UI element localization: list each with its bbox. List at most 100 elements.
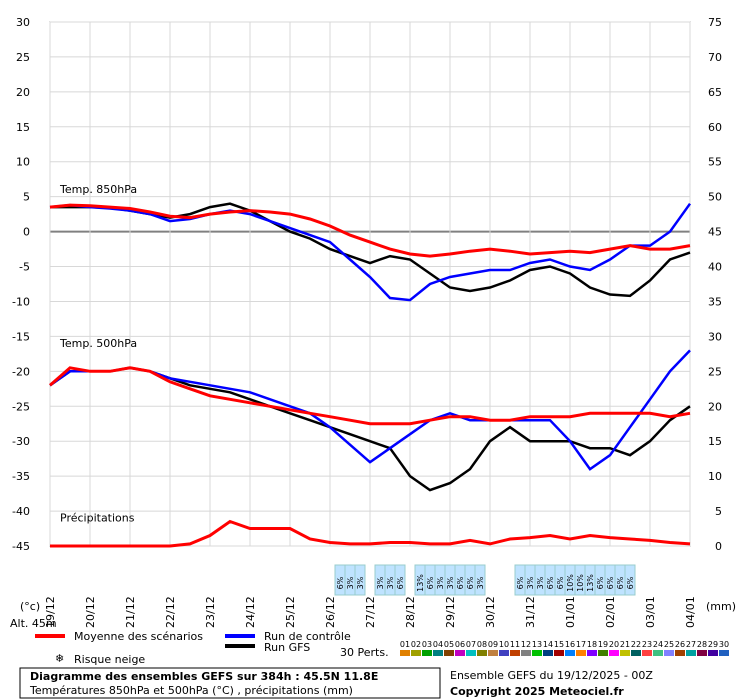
snow-icon: ❄	[55, 652, 64, 665]
y-tick-label: -35	[12, 470, 30, 483]
pert-name: 06	[455, 640, 465, 649]
y2-tick-label: 40	[708, 261, 722, 274]
pert-name: 08	[477, 640, 487, 649]
y2-tick-label: 5	[715, 505, 722, 518]
pert-name: 05	[444, 640, 454, 649]
pert-swatch	[587, 650, 597, 656]
y2-tick-label: 65	[708, 86, 722, 99]
y2-tick-label: 45	[708, 226, 722, 239]
pert-swatch	[631, 650, 641, 656]
snow-risk-label: 10%	[566, 574, 575, 592]
y-tick-label: -40	[12, 505, 30, 518]
pert-swatch	[642, 650, 652, 656]
snow-risk-label: 3%	[476, 576, 485, 589]
pert-name: 12	[521, 640, 531, 649]
legend-label: Moyenne des scénarios	[74, 630, 203, 643]
y-tick-label: 0	[23, 226, 30, 239]
snow-risk-label: 6%	[546, 576, 555, 589]
pert-name: 07	[466, 640, 476, 649]
y-tick-label: -15	[12, 330, 30, 343]
pert-swatch	[697, 650, 707, 656]
x-tick-label: 19/12	[44, 596, 57, 628]
pert-name: 28	[697, 640, 707, 649]
y2-tick-label: 70	[708, 51, 722, 64]
pert-swatch	[488, 650, 498, 656]
legend-label: Run GFS	[264, 641, 310, 654]
snow-risk-label: 6%	[606, 576, 615, 589]
x-tick-label: 22/12	[164, 596, 177, 628]
snow-risk-label: 13%	[586, 574, 595, 592]
snow-risk-label: 6%	[426, 576, 435, 589]
x-tick-label: 01/01	[564, 596, 577, 628]
pert-name: 21	[620, 640, 630, 649]
pert-swatch	[620, 650, 630, 656]
pert-swatch	[510, 650, 520, 656]
pert-name: 03	[422, 640, 432, 649]
snow-risk-label: 3%	[526, 576, 535, 589]
footer-subtitle: Températures 850hPa et 500hPa (°C) , pré…	[29, 684, 353, 697]
y2-tick-label: 50	[708, 191, 722, 204]
x-tick-label: 21/12	[124, 596, 137, 628]
pert-swatch	[499, 650, 509, 656]
y-tick-label: 15	[16, 121, 30, 134]
pert-swatch	[444, 650, 454, 656]
pert-swatch	[554, 650, 564, 656]
y-tick-label: 30	[16, 16, 30, 29]
snow-risk-label: 3%	[386, 576, 395, 589]
pert-name: 23	[642, 640, 652, 649]
copyright: Copyright 2025 Meteociel.fr	[450, 685, 624, 698]
annotation: Alt. 45m	[10, 617, 57, 630]
snow-risk-label: 3%	[446, 576, 455, 589]
pert-swatch	[576, 650, 586, 656]
snow-risk-label: 6%	[596, 576, 605, 589]
y2-axis-label: (mm)	[706, 600, 736, 613]
y2-tick-label: 0	[715, 540, 722, 553]
pert-swatch	[543, 650, 553, 656]
pert-swatch	[609, 650, 619, 656]
pert-swatch	[466, 650, 476, 656]
pert-swatch	[422, 650, 432, 656]
pert-name: 25	[664, 640, 674, 649]
run-info: Ensemble GEFS du 19/12/2025 - 00Z	[450, 669, 653, 682]
pert-name: 01	[400, 640, 410, 649]
pert-swatch	[675, 650, 685, 656]
pert-swatch	[455, 650, 465, 656]
pert-swatch	[598, 650, 608, 656]
y-axis-label: (°c)	[20, 600, 40, 613]
pert-swatch	[708, 650, 718, 656]
pert-swatch	[686, 650, 696, 656]
pert-name: 16	[565, 640, 575, 649]
y2-tick-label: 75	[708, 16, 722, 29]
pert-name: 14	[543, 640, 553, 649]
snow-risk-label: 6%	[336, 576, 345, 589]
pert-swatch	[565, 650, 575, 656]
snow-risk-label: 3%	[376, 576, 385, 589]
y2-tick-label: 25	[708, 365, 722, 378]
y-tick-label: 25	[16, 51, 30, 64]
x-tick-label: 02/01	[604, 596, 617, 628]
pert-name: 29	[708, 640, 718, 649]
pert-name: 10	[499, 640, 509, 649]
y2-tick-label: 55	[708, 156, 722, 169]
pert-swatch	[653, 650, 663, 656]
line-precip	[50, 519, 691, 548]
annotation: Temp. 850hPa	[59, 183, 137, 196]
pert-name: 27	[686, 640, 696, 649]
snow-risk-box	[354, 564, 366, 596]
pert-name: 24	[653, 640, 663, 649]
perts-label: 30 Perts.	[340, 646, 389, 659]
snow-risk-label: 3%	[436, 576, 445, 589]
x-tick-label: 27/12	[364, 596, 377, 628]
pert-name: 15	[554, 640, 564, 649]
snow-risk-box	[394, 564, 406, 596]
pert-name: 02	[411, 640, 421, 649]
footer-title: Diagramme des ensembles GEFS sur 384h : …	[30, 670, 378, 683]
y2-tick-label: 20	[708, 400, 722, 413]
y-tick-label: -25	[12, 400, 30, 413]
y-tick-label: -5	[19, 261, 30, 274]
line-t850	[49, 202, 692, 302]
footer-box	[19, 667, 441, 699]
pert-name: 13	[532, 640, 542, 649]
x-tick-label: 03/01	[644, 596, 657, 628]
snow-risk-label: 6%	[396, 576, 405, 589]
